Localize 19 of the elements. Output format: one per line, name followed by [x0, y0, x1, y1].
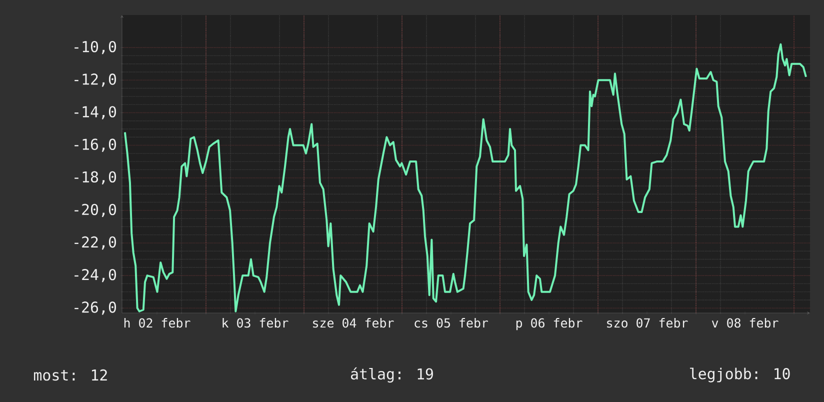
y-tick-label: -20,0 — [74, 204, 116, 217]
x-tick-label: k 03 febr — [222, 318, 288, 328]
x-tick-label: szo 07 febr — [607, 318, 688, 328]
y-tick-label: -12,0 — [74, 74, 116, 87]
y-tick-label: -16,0 — [74, 138, 116, 152]
x-tick-label: p 06 febr — [516, 318, 582, 330]
x-tick-label: v 08 febr — [712, 318, 778, 328]
text: most: 12 — [34, 369, 107, 381]
y-tick-label: -24,0 — [74, 268, 116, 282]
y-tick-label: -10,0 — [74, 40, 116, 54]
text: átlag: 19 — [350, 367, 433, 383]
x-tick-label: h 02 febr — [124, 318, 190, 328]
x-tick-label: sze 04 febr — [313, 318, 394, 328]
y-tick-label: -18,0 — [74, 171, 116, 184]
y-tick-label: -26,0 — [74, 302, 116, 315]
y-tick-label: -14,0 — [74, 106, 116, 120]
x-tick-label: cs 05 febr — [414, 318, 488, 328]
text: legjobb: 10 — [690, 368, 790, 382]
y-tick-label: -22,0 — [74, 236, 116, 250]
